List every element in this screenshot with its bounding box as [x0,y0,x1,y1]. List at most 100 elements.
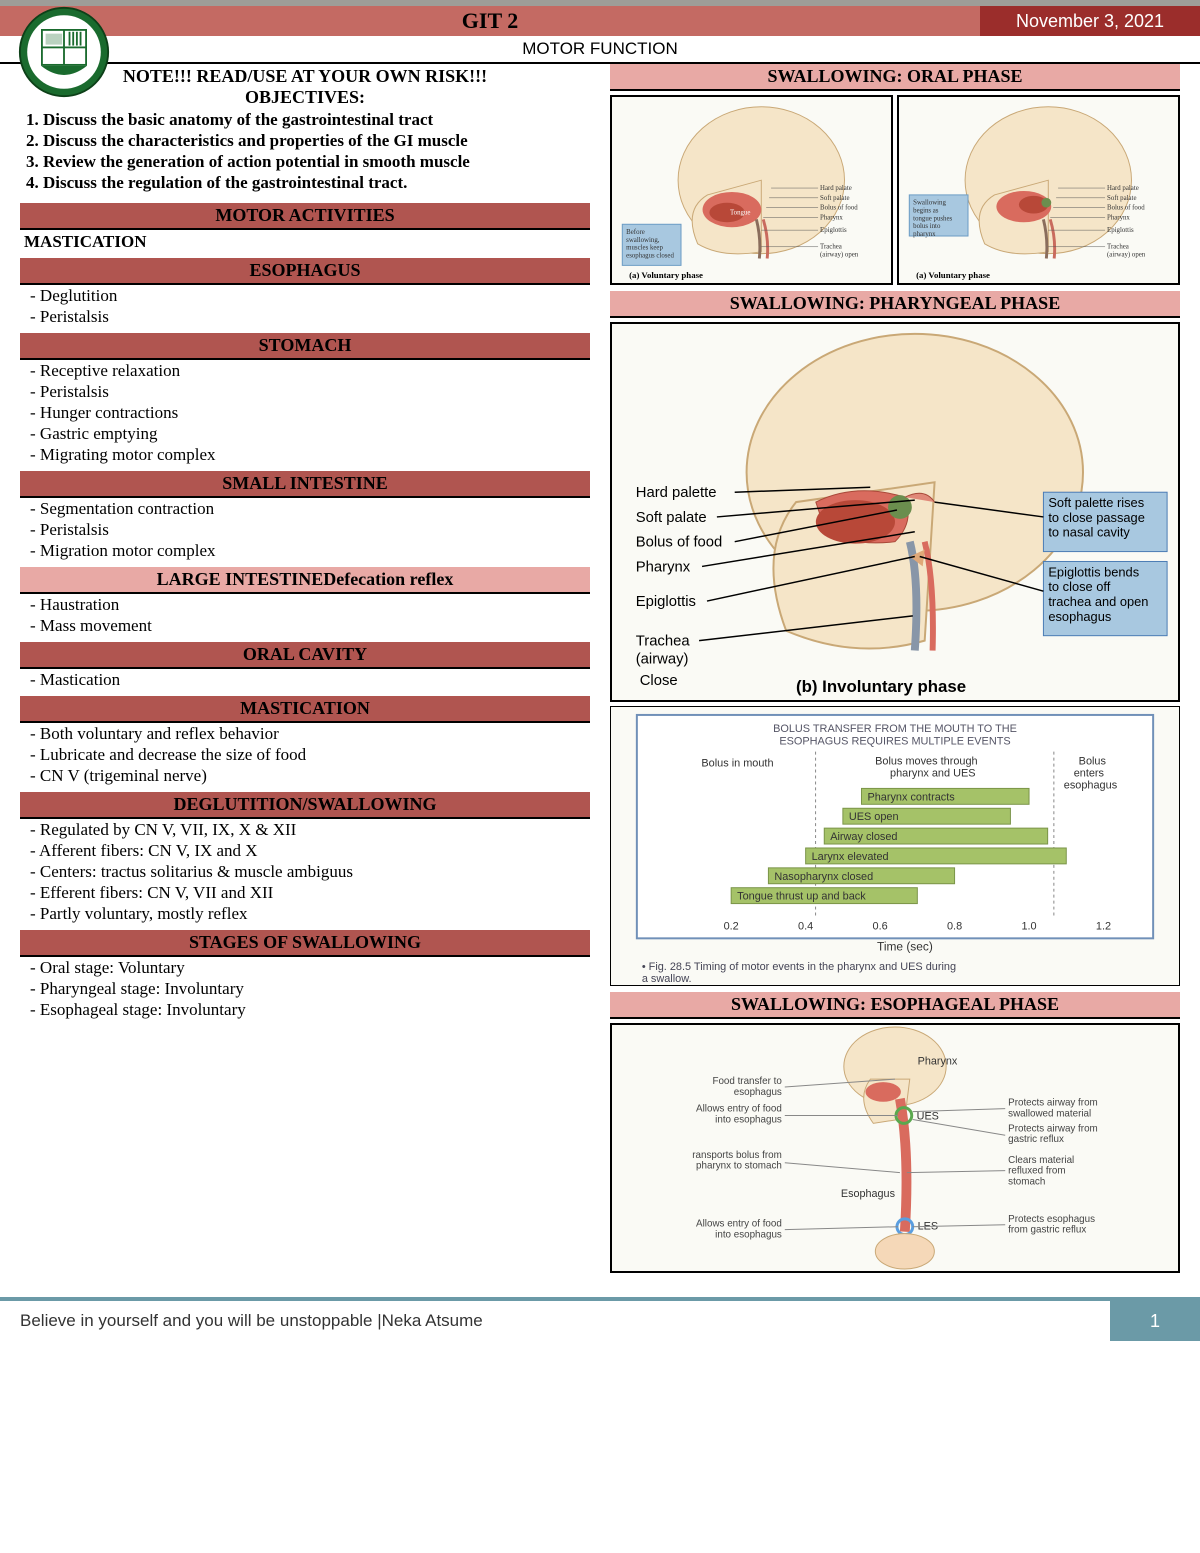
svg-text:pharynx and UES: pharynx and UES [890,768,975,780]
svg-text:into esophagus: into esophagus [715,1114,782,1125]
svg-text:Swallowing: Swallowing [913,200,946,207]
esophageal-phase-header: SWALLOWING: ESOPHAGEAL PHASE [610,992,1180,1019]
svg-text:Hard palate: Hard palate [820,185,852,192]
col-header: Bolus in mouth [701,758,773,770]
svg-text:0.6: 0.6 [873,920,888,932]
svg-text:Clears material: Clears material [1008,1155,1074,1166]
section-small-intestine: SMALL INTESTINE [20,471,590,498]
svg-text:(airway) open: (airway) open [820,252,859,259]
label-trachea: Trachea [636,634,691,650]
list-item: - Hunger contractions [30,403,590,423]
svg-text:Airway closed: Airway closed [830,831,897,843]
svg-text:Trachea: Trachea [820,244,842,251]
list-item: - Mastication [30,670,590,690]
svg-text:gastric reflux: gastric reflux [1008,1134,1064,1145]
svg-text:0.2: 0.2 [724,920,739,932]
content-area: NOTE!!! READ/USE AT YOUR OWN RISK!!! OBJ… [0,64,1200,1283]
svg-text:Protects airway from: Protects airway from [1008,1123,1098,1134]
list-item: - Regulated by CN V, VII, IX, X & XII [30,820,590,840]
svg-text:0.8: 0.8 [947,920,962,932]
objective-item: 4. Discuss the regulation of the gastroi… [26,173,590,193]
svg-text:swallowed material: swallowed material [1008,1109,1091,1120]
svg-text:(airway) open: (airway) open [1107,252,1146,259]
svg-text:Nasopharynx closed: Nasopharynx closed [774,871,873,883]
label-close: Close [640,673,678,689]
label-pharynx: Pharynx [636,559,691,575]
label-epiglottis: Epiglottis [636,594,696,610]
svg-text:Tongue: Tongue [730,209,750,216]
oral-phase-header: SWALLOWING: ORAL PHASE [610,64,1180,91]
section-motor-activities: MOTOR ACTIVITIES [20,203,590,230]
svg-text:esophagus: esophagus [734,1087,782,1098]
svg-text:to close off: to close off [1048,579,1110,594]
deglutition-items: - Regulated by CN V, VII, IX, X & XII - … [20,820,590,924]
svg-text:begins as: begins as [913,208,939,215]
oral-cavity-items: - Mastication [20,670,590,690]
svg-text:pharynx: pharynx [913,231,936,238]
svg-text:Hard palate: Hard palate [1107,185,1139,192]
svg-text:0.4: 0.4 [798,920,813,932]
label-hard-palette: Hard palette [636,485,717,501]
svg-text:esophagus: esophagus [1048,609,1111,624]
svg-text:pharynx to stomach: pharynx to stomach [696,1161,782,1172]
list-item: - Receptive relaxation [30,361,590,381]
esophagus-items: - Deglutition - Peristalsis [20,286,590,327]
oral-phase-images: Tongue Before swallowing, muscles keep e… [610,91,1180,285]
section-oral-cavity: ORAL CAVITY [20,642,590,669]
sub-mastication: MASTICATION [24,232,590,252]
svg-text:trachea and open: trachea and open [1048,594,1148,609]
footer: Believe in yourself and you will be unst… [0,1297,1200,1341]
chart-title-2: ESOPHAGUS REQUIRES MULTIPLE EVENTS [779,736,1010,748]
list-item: - Migrating motor complex [30,445,590,465]
svg-text:Epiglottis: Epiglottis [1107,227,1134,234]
list-item: - Migration motor complex [30,541,590,561]
svg-text:to close passage: to close passage [1048,510,1145,525]
list-item: - Gastric emptying [30,424,590,444]
svg-text:UES open: UES open [849,811,899,823]
svg-text:a swallow.: a swallow. [642,973,692,985]
oral-phase-img-2: Swallowing begins as tongue pushes bolus… [897,95,1180,285]
anatomy-esophagus: Esophagus [841,1188,896,1200]
left-column: NOTE!!! READ/USE AT YOUR OWN RISK!!! OBJ… [20,64,590,1273]
svg-text:Soft palette rises: Soft palette rises [1048,495,1144,510]
svg-text:Food transfer to: Food transfer to [712,1076,782,1087]
svg-text:1.2: 1.2 [1096,920,1111,932]
small-intestine-items: - Segmentation contraction - Peristalsis… [20,499,590,561]
svg-text:Bolus of food: Bolus of food [820,205,858,212]
list-item: - Peristalsis [30,307,590,327]
svg-text:Pharynx: Pharynx [1107,214,1130,221]
pharyngeal-phase-img: Hard palette Soft palate Bolus of food P… [610,322,1180,702]
label-airway: (airway) [636,651,689,667]
list-item: - Lubricate and decrease the size of foo… [30,745,590,765]
footer-page: 1 [1110,1301,1200,1341]
right-column: SWALLOWING: ORAL PHASE Tongue Before swa… [610,64,1180,1273]
section-large-intestine: LARGE INTESTINEDefecation reflex [20,567,590,594]
svg-text:Tongue thrust up and back: Tongue thrust up and back [737,891,866,903]
svg-text:to nasal cavity: to nasal cavity [1048,525,1130,540]
stages-items: - Oral stage: Voluntary - Pharyngeal sta… [20,958,590,1020]
list-item: - Both voluntary and reflex behavior [30,724,590,744]
svg-text:bolus into: bolus into [913,223,941,230]
list-item: - Pharyngeal stage: Involuntary [30,979,590,999]
svg-text:Bolus of food: Bolus of food [1107,205,1145,212]
svg-text:Pharynx: Pharynx [820,214,843,221]
objective-item: 1. Discuss the basic anatomy of the gast… [26,110,590,130]
svg-text:tongue pushes: tongue pushes [913,215,952,222]
chart-title-1: BOLUS TRANSFER FROM THE MOUTH TO THE [773,723,1017,735]
list-item: - Segmentation contraction [30,499,590,519]
objective-item: 3. Review the generation of action poten… [26,152,590,172]
subtitle: MOTOR FUNCTION [0,36,1200,64]
esophageal-phase-img: Pharynx UES Esophagus LES Food transfer … [610,1023,1180,1273]
svg-text:from gastric reflux: from gastric reflux [1008,1225,1086,1236]
list-item: - Mass movement [30,616,590,636]
svg-text:esophagus closed: esophagus closed [626,253,674,260]
label-bolus: Bolus of food [636,535,723,551]
svg-text:Soft palate: Soft palate [820,195,849,202]
list-item: - Partly voluntary, mostly reflex [30,904,590,924]
svg-text:Larynx elevated: Larynx elevated [812,851,889,863]
svg-text:Pharynx contracts: Pharynx contracts [867,791,955,803]
svg-text:(a) Voluntary phase: (a) Voluntary phase [916,270,990,280]
svg-text:Soft palate: Soft palate [1107,195,1136,202]
list-item: - Haustration [30,595,590,615]
anatomy-pharynx: Pharynx [918,1055,958,1067]
